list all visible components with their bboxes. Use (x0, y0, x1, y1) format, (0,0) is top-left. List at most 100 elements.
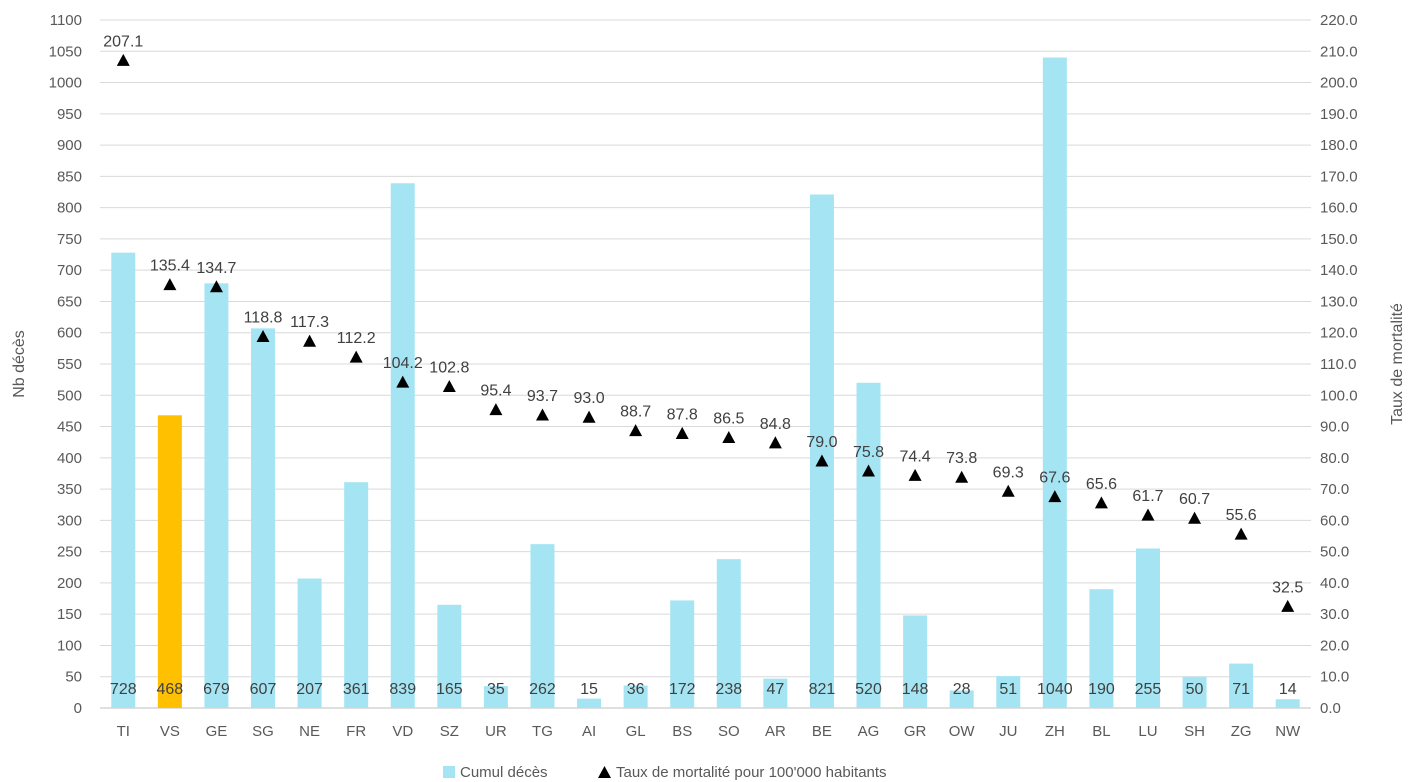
y-tick-label: 0 (74, 700, 82, 717)
marker-triangle-ge (209, 280, 223, 293)
bar-fr (344, 482, 369, 708)
x-tick-label: SZ (440, 723, 459, 740)
bar-vs (157, 415, 182, 708)
bar-value-label: 28 (953, 681, 971, 698)
bar-value-label: 172 (669, 681, 696, 698)
bar-value-label: 238 (715, 681, 742, 698)
marker-value-label: 112.2 (337, 330, 376, 347)
y-tick-label: 850 (57, 168, 82, 185)
x-tick-label: SH (1184, 723, 1205, 740)
y2-tick-label: 200.0 (1320, 75, 1358, 92)
marker-value-label: 87.8 (667, 406, 698, 423)
x-tick-label: OW (949, 723, 976, 740)
y-tick-label: 600 (57, 325, 82, 342)
marker-triangle-zh (1048, 490, 1062, 503)
bar-ge (204, 283, 229, 708)
y2-tick-label: 120.0 (1320, 325, 1358, 342)
y2-axis-title: Taux de mortalité (1389, 303, 1406, 425)
bar-value-label: 207 (296, 681, 323, 698)
bar-bs (670, 600, 695, 708)
bar-so (716, 559, 741, 708)
bar-value-label: 839 (389, 681, 416, 698)
marker-value-label: 61.7 (1132, 488, 1163, 505)
y2-tick-label: 10.0 (1320, 669, 1349, 686)
marker-triangle-be (815, 454, 829, 467)
marker-triangle-zg (1234, 527, 1248, 540)
bar-ne (297, 578, 322, 708)
y2-tick-label: 70.0 (1320, 481, 1349, 498)
x-tick-label: GR (904, 723, 927, 740)
bar-value-label: 51 (999, 681, 1017, 698)
markers-taux-mortalite (116, 53, 1295, 612)
bar-ti (111, 252, 136, 708)
bar-value-label: 165 (436, 681, 463, 698)
bar-value-label: 728 (110, 681, 137, 698)
y2-tick-label: 140.0 (1320, 262, 1358, 279)
marker-value-label: 95.4 (480, 383, 511, 400)
marker-triangle-gl (629, 424, 643, 437)
bar-value-labels: 728 468 679 607 207 361 839 165 35 262 15 36 172 238 4… (110, 681, 1297, 698)
marker-value-label: 84.8 (760, 416, 791, 433)
x-tick-label: BL (1092, 723, 1110, 740)
bar-sh (1182, 676, 1207, 708)
marker-value-label: 118.8 (244, 309, 283, 326)
marker-value-label: 93.7 (527, 388, 558, 405)
legend-label-cumul-deces: Cumul décès (460, 764, 548, 781)
marker-triangle-fr (349, 350, 363, 363)
x-tick-label: BE (812, 723, 832, 740)
y2-tick-label: 50.0 (1320, 544, 1349, 561)
legend-label-taux-mortalite: Taux de mortalité pour 100'000 habitants (616, 764, 887, 781)
y2-tick-label: 100.0 (1320, 387, 1358, 404)
y-tick-label: 400 (57, 450, 82, 467)
bar-value-label: 47 (766, 681, 784, 698)
x-tick-label: UR (485, 723, 507, 740)
legend-swatch-cumul-deces (443, 766, 455, 778)
y2-tick-label: 150.0 (1320, 231, 1358, 248)
y-axis-title: Nb décès (11, 330, 28, 398)
x-tick-label: SO (718, 723, 740, 740)
x-axis: TI VS GE SG NE FR VD SZ UR TG AI GL BS SO AR BE AG GR OW JU… (117, 723, 1301, 740)
marker-value-label: 93.0 (573, 390, 604, 407)
bar-sg (251, 328, 276, 708)
x-tick-label: BS (672, 723, 692, 740)
y-tick-label: 650 (57, 293, 82, 310)
x-tick-label: LU (1138, 723, 1157, 740)
x-tick-label: AG (858, 723, 880, 740)
marker-value-label: 75.8 (853, 444, 884, 461)
bar-vd (390, 183, 415, 708)
x-tick-label: ZH (1045, 723, 1065, 740)
x-tick-label: AR (765, 723, 786, 740)
bar-nw (1275, 699, 1300, 708)
marker-triangle-bs (675, 426, 689, 439)
legend-triangle-icon (598, 766, 611, 778)
marker-triangle-ag (862, 464, 876, 477)
marker-triangle-ti (116, 53, 130, 66)
bar-value-label: 15 (580, 681, 598, 698)
bar-ai (577, 698, 602, 708)
marker-value-label: 134.7 (196, 260, 236, 277)
marker-value-label: 117.3 (290, 314, 329, 331)
marker-triangle-sz (442, 380, 456, 393)
x-tick-label: VS (160, 723, 180, 740)
bar-ur (483, 686, 508, 708)
y-tick-label: 250 (57, 544, 82, 561)
marker-triangle-gr (908, 468, 922, 481)
bar-value-label: 255 (1135, 681, 1162, 698)
y2-tick-label: 160.0 (1320, 200, 1358, 217)
marker-value-label: 88.7 (620, 404, 651, 421)
x-tick-label: ZG (1231, 723, 1252, 740)
marker-value-labels: 207.1 135.4 134.7 118.8 117.3 112.2 104.2 102.8… (103, 33, 1303, 596)
marker-triangle-ur (489, 403, 503, 416)
y2-tick-label: 110.0 (1320, 356, 1356, 373)
y-tick-label: 150 (57, 606, 82, 623)
marker-value-label: 207.1 (103, 33, 143, 50)
marker-triangle-so (722, 430, 736, 444)
marker-triangle-ai (582, 410, 596, 423)
y-tick-label: 1000 (49, 75, 82, 92)
marker-value-label: 104.2 (383, 355, 423, 372)
y-tick-label: 200 (57, 575, 82, 592)
y-tick-label: 450 (57, 419, 82, 436)
bar-value-label: 71 (1232, 681, 1250, 698)
bar-lu (1135, 548, 1160, 708)
x-tick-label: AI (582, 723, 596, 740)
